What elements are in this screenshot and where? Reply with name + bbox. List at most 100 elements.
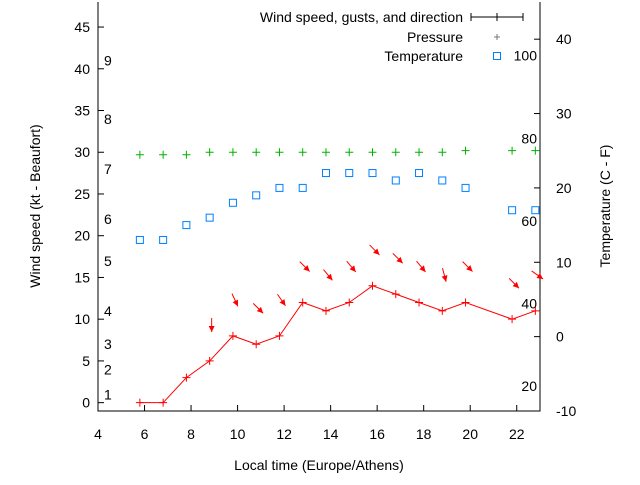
wind-speed-point [508, 315, 517, 324]
wind-speed-point [415, 298, 424, 307]
wind-speed-point [275, 331, 284, 340]
arrow-head [256, 306, 264, 314]
pressure-point [135, 150, 144, 159]
y-axis-label: Wind speed (kt - Beaufort) [27, 124, 43, 287]
arrow-head [373, 248, 380, 255]
y2-tick-label: -10 [556, 403, 576, 419]
arrow-head [512, 281, 520, 289]
temperature-point [368, 169, 377, 178]
beaufort-label: 7 [104, 161, 112, 177]
arrow-head [326, 273, 333, 281]
arrow-head [441, 275, 448, 282]
wind-direction-arrow [441, 268, 448, 282]
temperature-point [159, 235, 168, 244]
pressure-point [205, 148, 214, 157]
temperature-point [345, 169, 354, 178]
pressure-point [415, 148, 424, 157]
fahrenheit-label: 100 [514, 48, 538, 64]
wind-direction-arrow [252, 303, 264, 314]
pressure-point [531, 146, 540, 155]
axes: 4 6 8 10 12 14 16 18 20 22051015202530354045-1001… [74, 2, 576, 442]
fahrenheit-label: 40 [521, 296, 537, 312]
fahrenheit-label: 80 [521, 130, 537, 146]
temperature-point [252, 191, 261, 200]
beaufort-label: 3 [104, 336, 112, 352]
x-tick-label: 12 [276, 426, 292, 442]
x-tick-label: 20 [462, 426, 478, 442]
legend-sample-temperature [493, 52, 501, 60]
wind-speed-point [228, 331, 237, 340]
wind-direction-arrow [508, 277, 520, 289]
beaufort-label: 2 [104, 361, 112, 377]
wind-speed-point [391, 290, 400, 299]
wind-speed-point [438, 306, 447, 315]
temperature-point [275, 183, 284, 192]
pressure-point [298, 148, 307, 157]
x-tick-label: 6 [141, 426, 149, 442]
wind-direction-arrow [299, 261, 311, 272]
arrow-head [396, 256, 403, 264]
x-tick-label: 8 [187, 426, 195, 442]
legend-sample-wind [470, 13, 524, 21]
arrow-head [536, 273, 544, 279]
y-tick-label: 30 [74, 144, 90, 160]
legend: Wind speed, gusts, and direction Pressur… [260, 9, 524, 64]
wind-direction-arrow [208, 318, 215, 333]
legend-label-pressure: Pressure [407, 29, 463, 45]
y-tick-label: 20 [74, 228, 90, 244]
beaufort-label: 1 [104, 386, 112, 402]
wind-speed-point [182, 373, 191, 382]
arrow-head [232, 299, 239, 307]
x-tick-label: 22 [509, 426, 525, 442]
y-tick-label: 0 [82, 395, 90, 411]
fahrenheit-label: 60 [521, 213, 537, 229]
y-tick-label: 25 [74, 186, 90, 202]
wind-speed-point [368, 281, 377, 290]
y2-tick-label: 10 [556, 254, 572, 270]
y2-tick-label: 40 [556, 31, 572, 47]
temperature-point [182, 221, 191, 230]
wind-speed-point [159, 398, 168, 407]
wind-direction-arrow [416, 260, 426, 273]
y-tick-label: 45 [74, 19, 90, 35]
wind-speed-point [461, 298, 470, 307]
wind-direction-arrow [323, 269, 333, 281]
wind-direction-arrow [531, 270, 544, 280]
pressure-point [321, 148, 330, 157]
pressure-point [345, 148, 354, 157]
arrow-head [419, 265, 426, 272]
legend-sample-pressure [494, 34, 500, 40]
pressure-point [391, 148, 400, 157]
y-tick-label: 40 [74, 61, 90, 77]
arrow-head [466, 265, 473, 272]
y-tick-label: 15 [74, 269, 90, 285]
pressure-point [438, 148, 447, 157]
arrow-head [208, 326, 215, 333]
beaufort-label: 4 [104, 303, 112, 319]
chart-marks [135, 146, 544, 407]
pressure-point [368, 148, 377, 157]
y2-tick-label: 20 [556, 180, 572, 196]
wind-direction-arrow [231, 293, 239, 307]
beaufort-label: 6 [104, 211, 112, 227]
wind-speed-point [135, 398, 144, 407]
wind-speed-point [205, 356, 214, 365]
y-tick-label: 35 [74, 103, 90, 119]
x-tick-label: 14 [323, 426, 339, 442]
y-tick-label: 5 [82, 353, 90, 369]
wind-speed-point [321, 306, 330, 315]
pressure-point [508, 146, 517, 155]
temperature-point [461, 183, 470, 192]
y2-tick-label: 0 [556, 329, 564, 345]
temperature-point [438, 176, 447, 185]
temperature-point [508, 206, 517, 215]
wind-speed-point [298, 298, 307, 307]
legend-label-temperature: Temperature [384, 48, 463, 64]
arrow-head [279, 299, 286, 306]
fahrenheit-label: 20 [521, 378, 537, 394]
y-tick-label: 10 [74, 311, 90, 327]
x-tick-label: 16 [369, 426, 385, 442]
legend-label-wind: Wind speed, gusts, and direction [260, 9, 463, 25]
arrow-head [303, 265, 310, 272]
pressure-point [182, 150, 191, 159]
